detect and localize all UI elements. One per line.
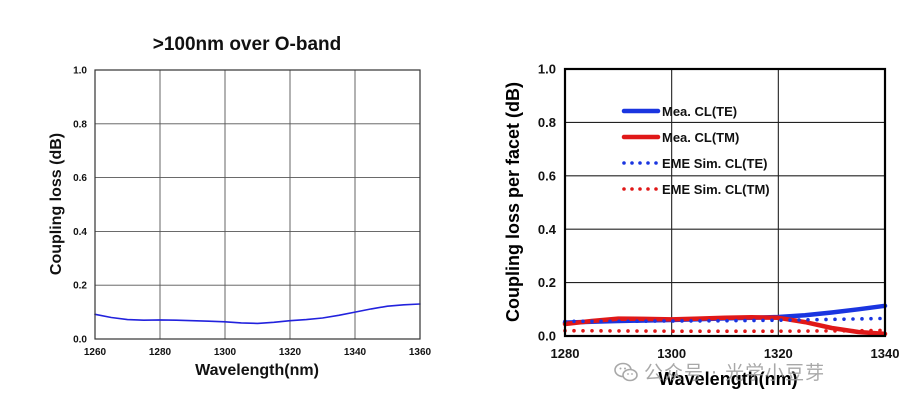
chart-right: 1280 1300 1320 1340 0.0 0.2 0.4 0.6 0.8 1.0 Mea.… <box>503 62 899 389</box>
x-tick-label: 1280 <box>551 346 580 361</box>
chart-right-x-ticks: 1280 1300 1320 1340 <box>551 346 900 361</box>
chart-left-y-axis-label: Coupling loss (dB) <box>48 133 65 275</box>
y-tick-label: 1.0 <box>73 66 87 77</box>
chart-left-grid <box>95 70 420 339</box>
y-tick-label: 1.0 <box>538 62 556 77</box>
x-tick-label: 1320 <box>279 347 302 358</box>
legend-label: Mea. CL(TE) <box>662 104 737 119</box>
y-tick-label: 0.0 <box>538 329 556 344</box>
series-line-eme-sim-cl-te <box>563 316 887 324</box>
chart-left-title: >100nm over O-band <box>153 34 341 55</box>
x-tick-label: 1340 <box>344 347 367 358</box>
chart-right-series <box>562 303 888 337</box>
legend-label: Mea. CL(TM) <box>662 130 739 145</box>
y-tick-label: 0.8 <box>73 119 87 130</box>
x-tick-label: 1280 <box>149 347 172 358</box>
chart-left-plot-frame <box>94 69 421 340</box>
x-tick-label: 1360 <box>409 347 432 358</box>
chart-left-x-ticks: 1260 1280 1300 1320 1340 1360 <box>84 347 432 358</box>
y-tick-label: 0.6 <box>538 168 556 183</box>
x-tick-label: 1320 <box>764 346 793 361</box>
series-line-mea-cl-tm <box>562 315 888 337</box>
y-tick-label: 0.2 <box>538 275 556 290</box>
series-line-eme-sim-cl-tm <box>563 328 887 333</box>
watermark: 公众号 · 光学小豆芽 <box>614 358 825 385</box>
chart-right-y-ticks: 0.0 0.2 0.4 0.6 0.8 1.0 <box>538 62 557 344</box>
chart-left: >100nm over O-band 1260 1280 1300 1320 1340 1… <box>48 34 432 379</box>
chart-left-x-axis-label: Wavelength(nm) <box>195 362 319 379</box>
y-tick-label: 0.4 <box>538 222 557 237</box>
x-tick-label: 1300 <box>657 346 686 361</box>
y-tick-label: 0.4 <box>73 227 87 238</box>
legend-label: EME Sim. CL(TM) <box>662 182 770 197</box>
chart-right-legend: Mea. CL(TE) Mea. CL(TM) EME Sim. CL(TE) EME… <box>621 104 770 197</box>
chart-left-y-ticks: 0.0 0.2 0.4 0.6 0.8 1.0 <box>73 66 87 346</box>
series-line-coupling-loss <box>94 303 421 325</box>
y-tick-label: 0.6 <box>73 173 87 184</box>
chart-right-plot-frame <box>563 67 887 338</box>
x-tick-label: 1300 <box>214 347 237 358</box>
y-tick-label: 0.8 <box>538 115 556 130</box>
chart-right-y-axis-label: Coupling loss per facet (dB) <box>503 82 523 322</box>
wechat-icon <box>614 362 638 381</box>
legend-label: EME Sim. CL(TE) <box>662 156 767 171</box>
x-tick-label: 1340 <box>871 346 900 361</box>
chart-left-series <box>94 303 421 325</box>
x-tick-label: 1260 <box>84 347 107 358</box>
y-tick-label: 0.0 <box>73 335 87 346</box>
y-tick-label: 0.2 <box>73 281 87 292</box>
watermark-text: 公众号 · 光学小豆芽 <box>644 362 826 384</box>
chart-right-grid <box>565 69 885 336</box>
chart-right-x-axis-label: Wavelength(nm) <box>658 369 797 389</box>
